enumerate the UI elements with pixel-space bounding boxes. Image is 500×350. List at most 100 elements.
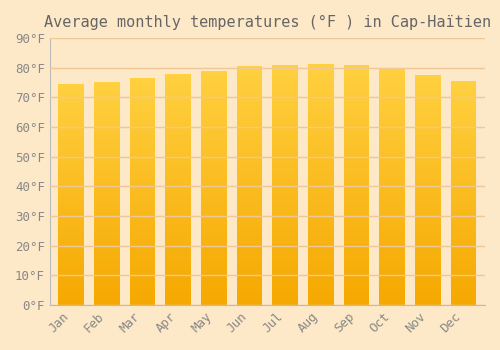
Bar bbox=[308, 235, 334, 237]
Bar bbox=[415, 186, 441, 188]
Bar bbox=[201, 190, 227, 192]
Bar bbox=[415, 288, 441, 290]
Bar bbox=[272, 121, 298, 123]
Bar bbox=[451, 87, 476, 89]
Bar bbox=[308, 263, 334, 265]
Bar bbox=[166, 298, 191, 299]
Bar bbox=[380, 163, 405, 165]
Bar bbox=[451, 152, 476, 154]
Bar bbox=[94, 225, 120, 227]
Bar bbox=[166, 149, 191, 151]
Bar bbox=[380, 291, 405, 293]
Bar bbox=[130, 210, 156, 212]
Bar bbox=[344, 237, 370, 239]
Bar bbox=[451, 119, 476, 120]
Bar bbox=[237, 78, 262, 80]
Bar bbox=[415, 152, 441, 154]
Bar bbox=[58, 239, 84, 240]
Bar bbox=[451, 214, 476, 216]
Bar bbox=[344, 275, 370, 277]
Bar bbox=[201, 260, 227, 262]
Bar bbox=[344, 151, 370, 153]
Bar bbox=[380, 236, 405, 238]
Bar bbox=[130, 205, 156, 207]
Bar bbox=[272, 293, 298, 295]
Bar bbox=[344, 289, 370, 291]
Bar bbox=[166, 176, 191, 178]
Bar bbox=[451, 300, 476, 301]
Bar bbox=[380, 161, 405, 163]
Bar bbox=[272, 175, 298, 177]
Bar bbox=[166, 255, 191, 257]
Bar bbox=[308, 98, 334, 100]
Bar bbox=[237, 241, 262, 243]
Bar bbox=[201, 262, 227, 264]
Bar bbox=[344, 233, 370, 235]
Bar bbox=[166, 299, 191, 301]
Bar bbox=[344, 257, 370, 259]
Bar bbox=[415, 160, 441, 161]
Bar bbox=[130, 299, 156, 301]
Bar bbox=[94, 298, 120, 300]
Bar bbox=[237, 205, 262, 208]
Bar bbox=[415, 184, 441, 186]
Bar bbox=[415, 100, 441, 102]
Bar bbox=[308, 217, 334, 219]
Bar bbox=[130, 220, 156, 222]
Bar bbox=[451, 175, 476, 176]
Bar bbox=[272, 299, 298, 301]
Bar bbox=[308, 106, 334, 108]
Bar bbox=[58, 165, 84, 167]
Bar bbox=[415, 136, 441, 138]
Bar bbox=[272, 119, 298, 121]
Bar bbox=[272, 189, 298, 191]
Bar bbox=[380, 125, 405, 127]
Bar bbox=[308, 223, 334, 225]
Bar bbox=[380, 139, 405, 141]
Bar bbox=[201, 268, 227, 270]
Bar bbox=[451, 253, 476, 255]
Bar bbox=[166, 234, 191, 236]
Bar bbox=[58, 101, 84, 103]
Bar bbox=[130, 218, 156, 220]
Bar bbox=[380, 171, 405, 173]
Bar bbox=[308, 229, 334, 231]
Bar bbox=[380, 76, 405, 78]
Bar bbox=[415, 225, 441, 226]
Bar bbox=[166, 241, 191, 244]
Bar bbox=[58, 217, 84, 218]
Bar bbox=[130, 80, 156, 82]
Bar bbox=[451, 279, 476, 281]
Bar bbox=[201, 149, 227, 151]
Bar bbox=[201, 78, 227, 81]
Bar bbox=[344, 285, 370, 287]
Bar bbox=[166, 184, 191, 186]
Bar bbox=[94, 100, 120, 103]
Bar bbox=[272, 291, 298, 293]
Bar bbox=[415, 175, 441, 177]
Bar bbox=[58, 255, 84, 257]
Bar bbox=[380, 80, 405, 82]
Bar bbox=[94, 127, 120, 128]
Bar bbox=[237, 176, 262, 178]
Bar bbox=[344, 303, 370, 305]
Bar bbox=[237, 72, 262, 74]
Bar bbox=[166, 261, 191, 263]
Bar bbox=[415, 163, 441, 165]
Bar bbox=[58, 220, 84, 222]
Bar bbox=[237, 104, 262, 106]
Bar bbox=[344, 153, 370, 155]
Bar bbox=[166, 195, 191, 197]
Bar bbox=[237, 114, 262, 116]
Bar bbox=[451, 277, 476, 279]
Bar bbox=[58, 230, 84, 231]
Bar bbox=[201, 291, 227, 293]
Bar bbox=[308, 78, 334, 80]
Bar bbox=[237, 228, 262, 230]
Bar bbox=[308, 237, 334, 239]
Bar bbox=[130, 180, 156, 182]
Bar bbox=[130, 216, 156, 218]
Bar bbox=[308, 68, 334, 70]
Bar bbox=[272, 133, 298, 135]
Bar bbox=[201, 73, 227, 75]
